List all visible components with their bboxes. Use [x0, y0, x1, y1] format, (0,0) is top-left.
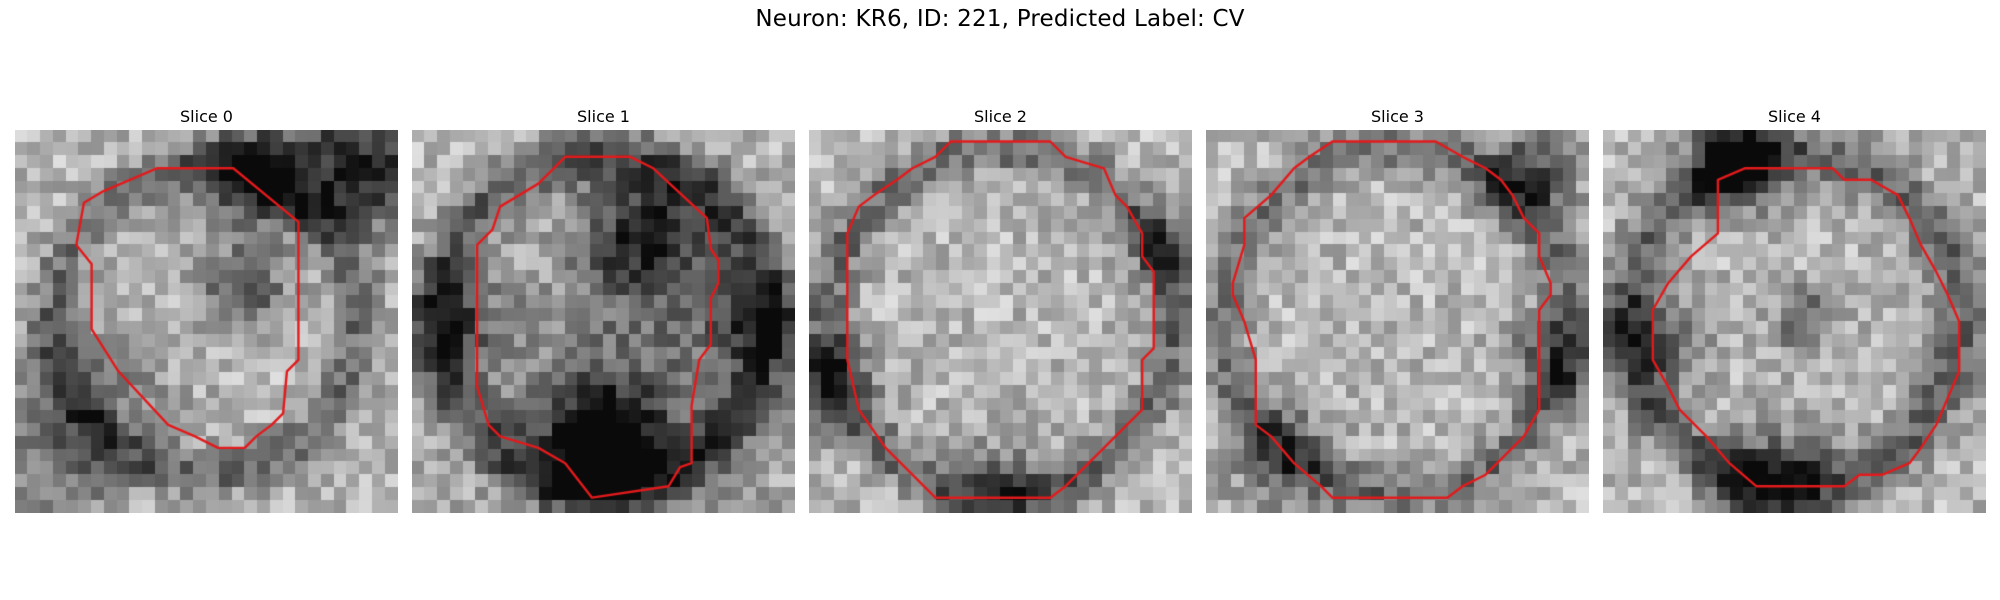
slice-title: Slice 4 — [1768, 107, 1821, 126]
slice-image — [15, 130, 398, 513]
slice-panel-0: Slice 0 — [15, 104, 398, 513]
slice-title: Slice 2 — [974, 107, 1027, 126]
slice-panel-3: Slice 3 — [1206, 104, 1589, 513]
slice-image — [1206, 130, 1589, 513]
slice-image — [809, 130, 1192, 513]
slice-image — [1603, 130, 1986, 513]
figure-title: Neuron: KR6, ID: 221, Predicted Label: C… — [755, 6, 1245, 32]
slice-panel-1: Slice 1 — [412, 104, 795, 513]
slice-title: Slice 0 — [180, 107, 233, 126]
slice-panel-4: Slice 4 — [1603, 104, 1986, 513]
slice-panel-2: Slice 2 — [809, 104, 1192, 513]
slice-title: Slice 3 — [1371, 107, 1424, 126]
slice-image — [412, 130, 795, 513]
slice-title: Slice 1 — [577, 107, 630, 126]
